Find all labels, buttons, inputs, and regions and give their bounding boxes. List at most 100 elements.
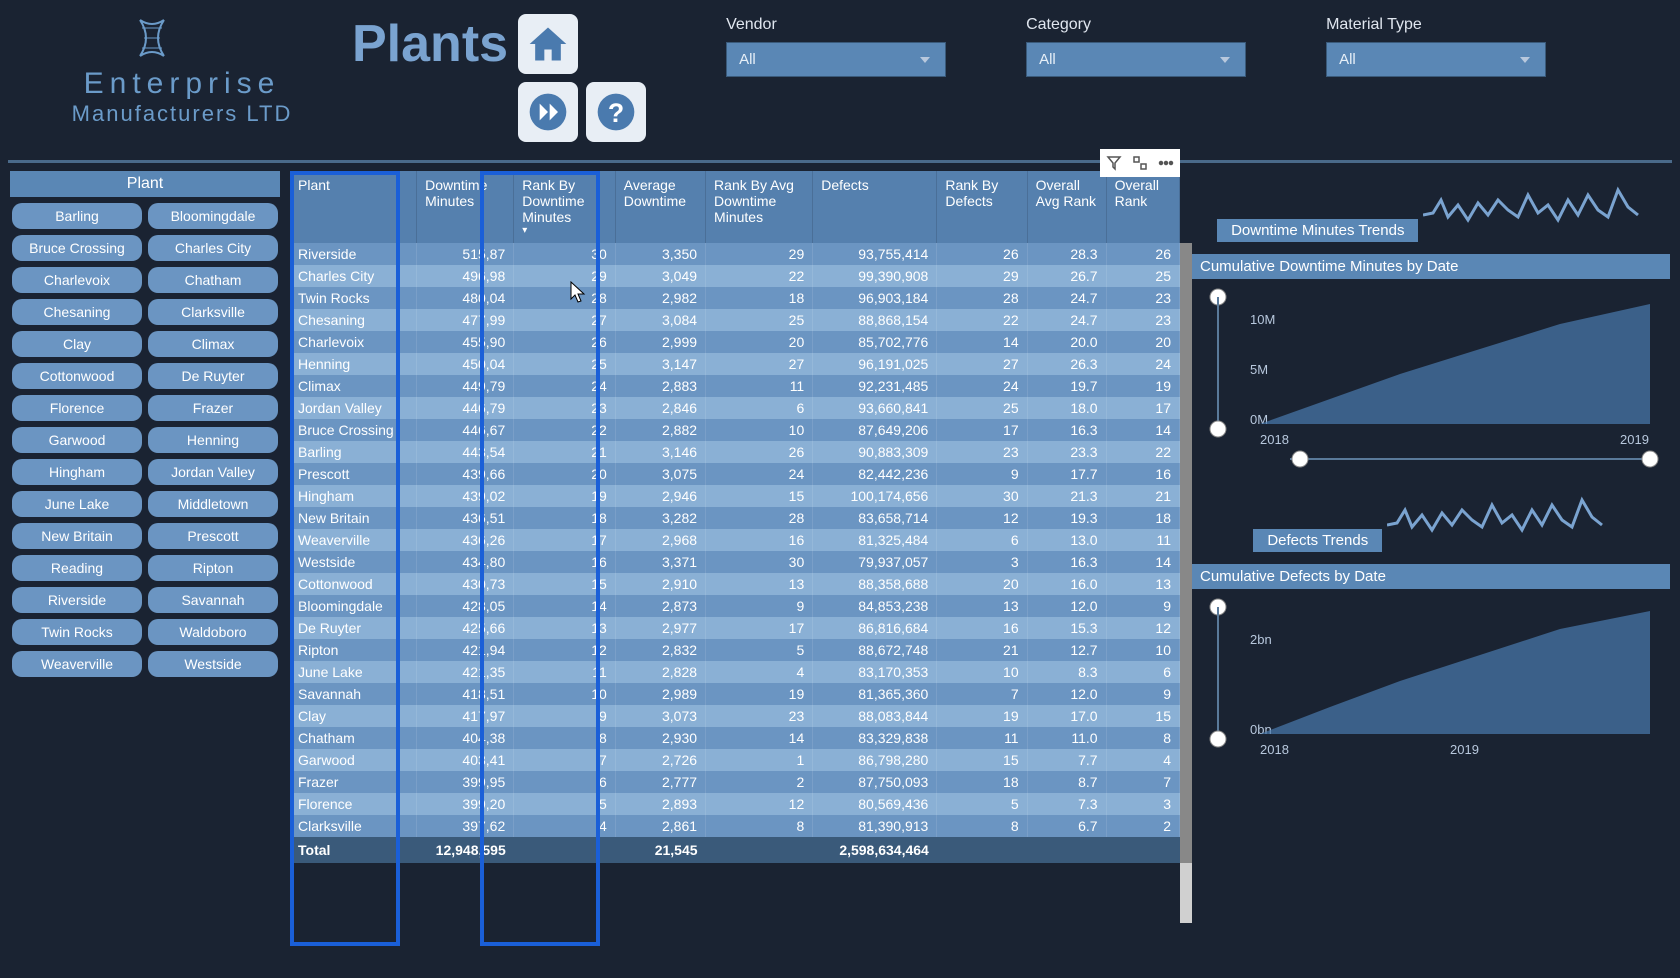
plant-button[interactable]: Bloomingdale [148, 203, 278, 229]
plant-button[interactable]: Charles City [148, 235, 278, 261]
plant-button[interactable]: Henning [148, 427, 278, 453]
plant-button[interactable]: Reading [12, 555, 142, 581]
plant-button[interactable]: De Ruyter [148, 363, 278, 389]
defects-sparkline[interactable] [1387, 485, 1607, 545]
table-row[interactable]: Climax449,79242,8831192,231,4852419.719 [290, 375, 1180, 397]
table-row[interactable]: Florence399,2052,8931280,569,43657.33 [290, 793, 1180, 815]
plant-button[interactable]: Charlevoix [12, 267, 142, 293]
forward-button[interactable] [518, 82, 578, 142]
plant-button[interactable]: Clay [12, 331, 142, 357]
column-header[interactable]: Plant [290, 171, 417, 243]
table-cell: 27 [706, 353, 813, 375]
filter-button[interactable] [1103, 152, 1125, 174]
material-filter[interactable]: All [1326, 42, 1546, 77]
plant-button[interactable]: Prescott [148, 523, 278, 549]
plant-button[interactable]: Jordan Valley [148, 459, 278, 485]
table-cell: 436,51 [417, 507, 514, 529]
plant-slicer-header: Plant [10, 171, 280, 197]
table-cell: 11 [937, 727, 1027, 749]
table-row[interactable]: Hingham439,02192,94615100,174,6563021.32… [290, 485, 1180, 507]
cumulative-defects-chart[interactable]: 2bn 0bn 2018 2019 [1190, 589, 1670, 779]
table-cell: 17.7 [1027, 463, 1106, 485]
plant-button[interactable]: Cottonwood [12, 363, 142, 389]
plant-button[interactable]: Riverside [12, 587, 142, 613]
plant-button[interactable]: Florence [12, 395, 142, 421]
more-button[interactable] [1155, 152, 1177, 174]
category-filter[interactable]: All [1026, 42, 1246, 77]
table-cell: 16 [514, 551, 616, 573]
focus-button[interactable] [1129, 152, 1151, 174]
table-row[interactable]: Westside434,80163,3713079,937,057316.314 [290, 551, 1180, 573]
column-header[interactable]: Average Downtime [615, 171, 705, 243]
table-row[interactable]: Twin Rocks480,04282,9821896,903,1842824.… [290, 287, 1180, 309]
table-row[interactable]: De Ruyter425,66132,9771786,816,6841615.3… [290, 617, 1180, 639]
table-cell: 430,73 [417, 573, 514, 595]
table-row[interactable]: Clay417,9793,0732388,083,8441917.015 [290, 705, 1180, 727]
category-filter-value: All [1039, 51, 1056, 68]
column-header[interactable]: Rank By Downtime Minutes▾ [514, 171, 616, 243]
plant-button[interactable]: Ripton [148, 555, 278, 581]
plants-table[interactable]: PlantDowntime MinutesRank By Downtime Mi… [290, 171, 1180, 863]
plant-button[interactable]: June Lake [12, 491, 142, 517]
plant-button[interactable]: Garwood [12, 427, 142, 453]
table-row[interactable]: Prescott439,66203,0752482,442,236917.716 [290, 463, 1180, 485]
table-cell: 16 [937, 617, 1027, 639]
plant-button[interactable]: Waldoboro [148, 619, 278, 645]
plant-button[interactable]: Westside [148, 651, 278, 677]
table-cell: 20 [937, 573, 1027, 595]
table-cell: 5 [706, 639, 813, 661]
downtime-sparkline[interactable] [1423, 175, 1643, 235]
table-row[interactable]: Jordan Valley446,79232,846693,660,841251… [290, 397, 1180, 419]
home-button[interactable] [518, 14, 578, 74]
plant-button[interactable]: Chatham [148, 267, 278, 293]
plant-button[interactable]: Hingham [12, 459, 142, 485]
plant-button[interactable]: Climax [148, 331, 278, 357]
table-row[interactable]: Charlevoix455,90262,9992085,702,7761420.… [290, 331, 1180, 353]
plant-button[interactable]: Middletown [148, 491, 278, 517]
plant-button[interactable]: Weaverville [12, 651, 142, 677]
table-row[interactable]: Charles City496,98293,0492299,390,908292… [290, 265, 1180, 287]
table-row[interactable]: Clarksville397,6242,861881,390,91386.72 [290, 815, 1180, 837]
plant-button[interactable]: Chesaning [12, 299, 142, 325]
column-header[interactable]: Rank By Defects [937, 171, 1027, 243]
plant-button[interactable]: Barling [12, 203, 142, 229]
column-header[interactable]: Downtime Minutes [417, 171, 514, 243]
column-header[interactable]: Overall Rank [1106, 171, 1179, 243]
column-header[interactable]: Overall Avg Rank [1027, 171, 1106, 243]
table-cell: 88,672,748 [813, 639, 937, 661]
table-row[interactable]: New Britain436,51183,2822883,658,7141219… [290, 507, 1180, 529]
plant-button[interactable]: Bruce Crossing [12, 235, 142, 261]
column-header[interactable]: Rank By Avg Downtime Minutes [706, 171, 813, 243]
table-row[interactable]: Savannah418,51102,9891981,365,360712.09 [290, 683, 1180, 705]
table-row[interactable]: Weaverville436,26172,9681681,325,484613.… [290, 529, 1180, 551]
help-button[interactable]: ? [586, 82, 646, 142]
plant-button[interactable]: Frazer [148, 395, 278, 421]
table-row[interactable]: Chatham404,3882,9301483,329,8381111.08 [290, 727, 1180, 749]
table-row[interactable]: Riverside515,87303,3502993,755,4142628.3… [290, 243, 1180, 265]
plant-button[interactable]: New Britain [12, 523, 142, 549]
table-row[interactable]: Barling443,54213,1462690,883,3092323.322 [290, 441, 1180, 463]
plant-button[interactable]: Clarksville [148, 299, 278, 325]
table-row[interactable]: Henning450,04253,1472796,191,0252726.324 [290, 353, 1180, 375]
vendor-filter[interactable]: All [726, 42, 946, 77]
table-row[interactable]: Ripton421,94122,832588,672,7482112.710 [290, 639, 1180, 661]
table-cell: 19 [937, 705, 1027, 727]
table-row[interactable]: Bloomingdale428,05142,873984,853,2381312… [290, 595, 1180, 617]
table-cell: 18 [937, 771, 1027, 793]
table-row[interactable]: Bruce Crossing446,67222,8821087,649,2061… [290, 419, 1180, 441]
plant-button[interactable]: Savannah [148, 587, 278, 613]
table-cell: 22 [706, 265, 813, 287]
plant-button[interactable]: Twin Rocks [12, 619, 142, 645]
table-row[interactable]: Garwood403,4172,726186,798,280157.74 [290, 749, 1180, 771]
table-cell: 20 [514, 463, 616, 485]
table-cell: 5 [514, 793, 616, 815]
cumulative-downtime-chart[interactable]: 10M 5M 0M 2018 2019 [1190, 279, 1670, 469]
table-cell: 81,365,360 [813, 683, 937, 705]
table-row[interactable]: June Lake421,35112,828483,170,353108.36 [290, 661, 1180, 683]
table-row[interactable]: Chesaning477,99273,0842588,868,1542224.7… [290, 309, 1180, 331]
table-cell: 79,937,057 [813, 551, 937, 573]
column-header[interactable]: Defects [813, 171, 937, 243]
table-row[interactable]: Frazer399,9562,777287,750,093188.77 [290, 771, 1180, 793]
svg-text:0bn: 0bn [1250, 722, 1272, 737]
table-row[interactable]: Cottonwood430,73152,9101388,358,6882016.… [290, 573, 1180, 595]
